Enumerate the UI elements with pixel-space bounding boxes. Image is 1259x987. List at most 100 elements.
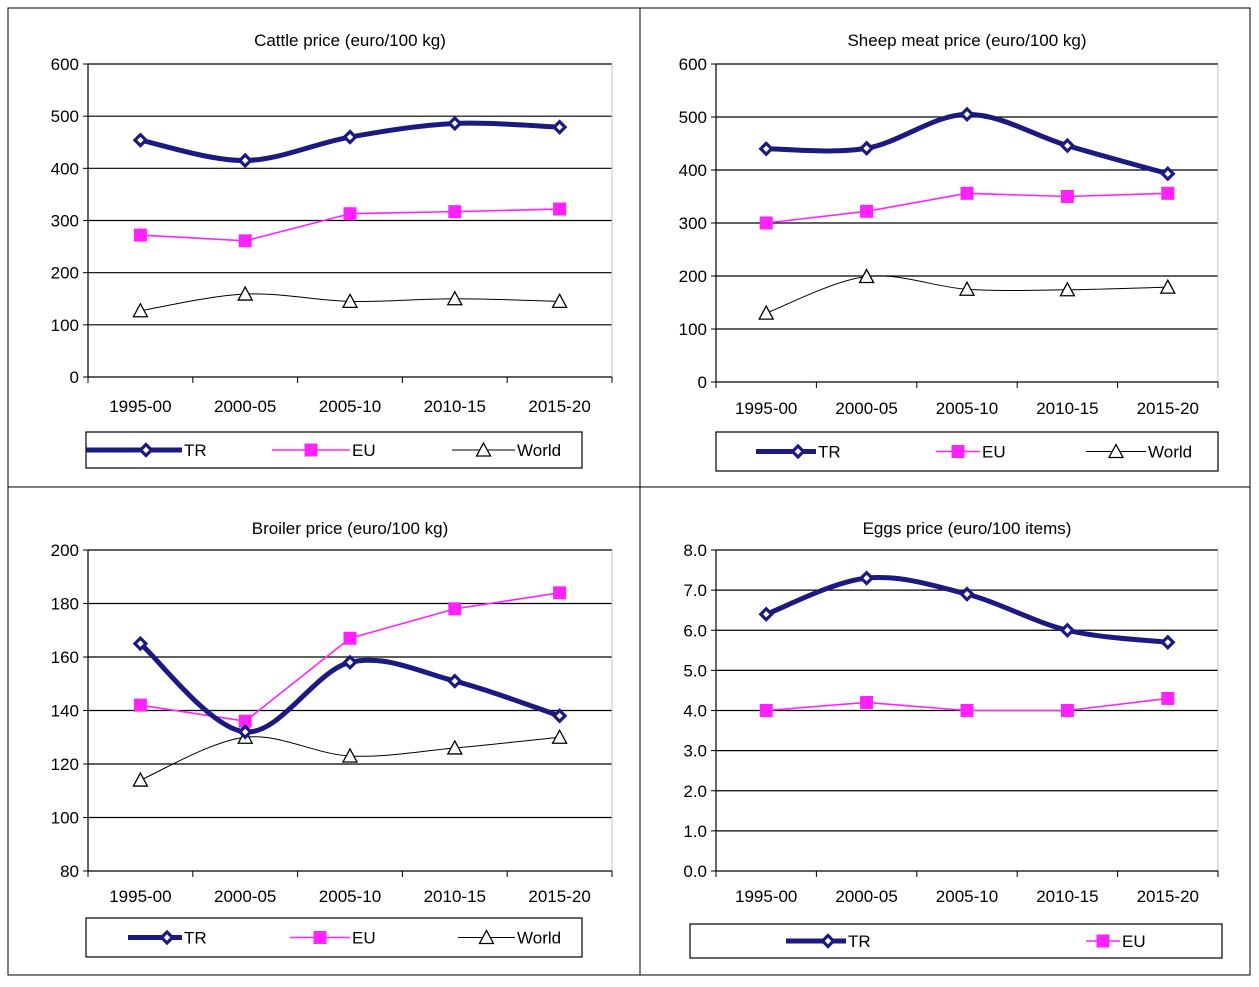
x-tick-label: 2005-10	[319, 887, 381, 906]
series-world	[132, 285, 568, 318]
legend-entry-tr: TR	[786, 932, 871, 951]
chart-title: Sheep meat price (euro/100 kg)	[847, 31, 1086, 50]
data-point-eu	[553, 586, 567, 600]
data-point-eu	[1060, 704, 1074, 717]
data-point-world	[341, 292, 359, 309]
data-point-eu	[343, 207, 357, 221]
data-point-tr-core	[863, 145, 870, 152]
legend-swatch-marker-core	[142, 446, 150, 454]
data-point-tr-core	[963, 111, 971, 118]
data-point-world	[1159, 278, 1176, 294]
legend-swatch-marker	[1107, 443, 1125, 459]
y-tick-label: 300	[679, 214, 707, 233]
data-point-world	[858, 268, 875, 284]
data-point-tr-core	[1164, 170, 1171, 177]
data-point-tr-core	[556, 123, 563, 131]
data-point-tr-core	[242, 157, 249, 164]
y-tick-label: 80	[60, 862, 79, 881]
x-tick-label: 1995-00	[735, 399, 797, 418]
x-tick-label: 2010-15	[1036, 399, 1098, 418]
x-tick-label: 2005-10	[319, 397, 381, 416]
legend-label: TR	[848, 932, 871, 951]
legend-entry-eu: EU	[290, 929, 376, 948]
data-point-eu	[960, 186, 974, 200]
legend-label: EU	[1122, 932, 1146, 951]
data-point-tr-core	[963, 590, 971, 598]
x-tick-label: 2000-05	[214, 887, 276, 906]
chart-title: Cattle price (euro/100 kg)	[254, 31, 446, 50]
data-point-eu	[553, 202, 567, 216]
data-point-eu	[448, 205, 462, 219]
y-tick-label: 0	[70, 368, 79, 387]
data-point-tr-core	[1164, 639, 1171, 646]
data-point-tr-core	[242, 728, 249, 736]
y-tick-label: 1.0	[683, 822, 707, 841]
data-point-eu	[1060, 190, 1074, 203]
x-tick-label: 2000-05	[214, 397, 276, 416]
data-point-tr-core	[1064, 627, 1071, 634]
y-tick-label: 8.0	[683, 541, 707, 560]
legend-swatch-marker	[313, 931, 327, 944]
legend-swatch-marker	[475, 441, 492, 457]
data-point-world	[237, 285, 254, 301]
data-point-tr-core	[1064, 142, 1071, 149]
y-tick-label: 180	[51, 595, 79, 614]
y-tick-label: 600	[51, 55, 79, 74]
series-eu	[133, 202, 567, 248]
legend-swatch-marker	[1096, 934, 1110, 948]
x-tick-label: 2015-20	[528, 887, 590, 906]
data-point-tr-core	[763, 611, 770, 618]
y-tick-label: 200	[51, 541, 79, 560]
data-point-eu	[759, 704, 773, 717]
legend-swatch-marker	[951, 445, 965, 458]
series-tr	[758, 570, 1176, 650]
series-tr	[132, 635, 568, 740]
data-point-eu	[343, 631, 357, 645]
y-tick-label: 140	[51, 702, 79, 721]
series-eu	[759, 186, 1175, 230]
chart-panel-1: Cattle price (euro/100 kg) 0 100 200 300 400 5…	[7, 7, 641, 488]
panel-border	[7, 486, 641, 976]
y-tick-label: 400	[679, 161, 707, 180]
panel-border	[7, 7, 641, 488]
data-point-world	[341, 747, 359, 763]
legend-swatch-marker-core	[824, 937, 832, 945]
legend-entry-eu: EU	[272, 441, 376, 460]
data-point-world	[958, 280, 976, 296]
panel-border	[639, 7, 1251, 488]
y-tick-label: 5.0	[683, 661, 707, 680]
data-point-world	[1059, 281, 1076, 297]
data-point-tr-core	[451, 120, 458, 127]
x-tick-label: 2010-15	[424, 887, 486, 906]
legend-entry-world: World	[452, 441, 561, 460]
y-tick-label: 200	[51, 264, 79, 283]
y-tick-label: 100	[679, 320, 707, 339]
legend-label: EU	[352, 441, 376, 460]
panel-border	[639, 486, 1251, 976]
y-tick-label: 0.0	[683, 862, 707, 881]
series-world	[758, 268, 1176, 320]
chart-panel-2: Sheep meat price (euro/100 kg) 0 100 200 300…	[639, 7, 1251, 488]
x-tick-label: 2005-10	[936, 887, 998, 906]
data-point-eu	[860, 695, 874, 709]
data-point-world	[758, 304, 775, 320]
series-eu	[759, 691, 1175, 717]
y-tick-label: 300	[51, 212, 79, 231]
y-tick-label: 400	[51, 159, 79, 178]
legend: TR EU World	[85, 917, 583, 958]
legend-entry-world: World	[458, 929, 561, 948]
x-tick-label: 2000-05	[835, 887, 897, 906]
y-tick-label: 100	[51, 316, 79, 335]
legend-entry-eu: EU	[936, 443, 1006, 462]
x-tick-label: 2010-15	[1036, 887, 1098, 906]
chart-title: Eggs price (euro/100 items)	[863, 519, 1072, 538]
data-point-eu	[133, 228, 147, 242]
y-tick-label: 7.0	[683, 581, 707, 600]
data-point-eu	[1161, 691, 1175, 705]
y-tick-label: 600	[679, 55, 707, 74]
y-tick-label: 4.0	[683, 702, 707, 721]
legend-swatch-marker-core	[794, 448, 802, 455]
legend-label: World	[517, 441, 561, 460]
